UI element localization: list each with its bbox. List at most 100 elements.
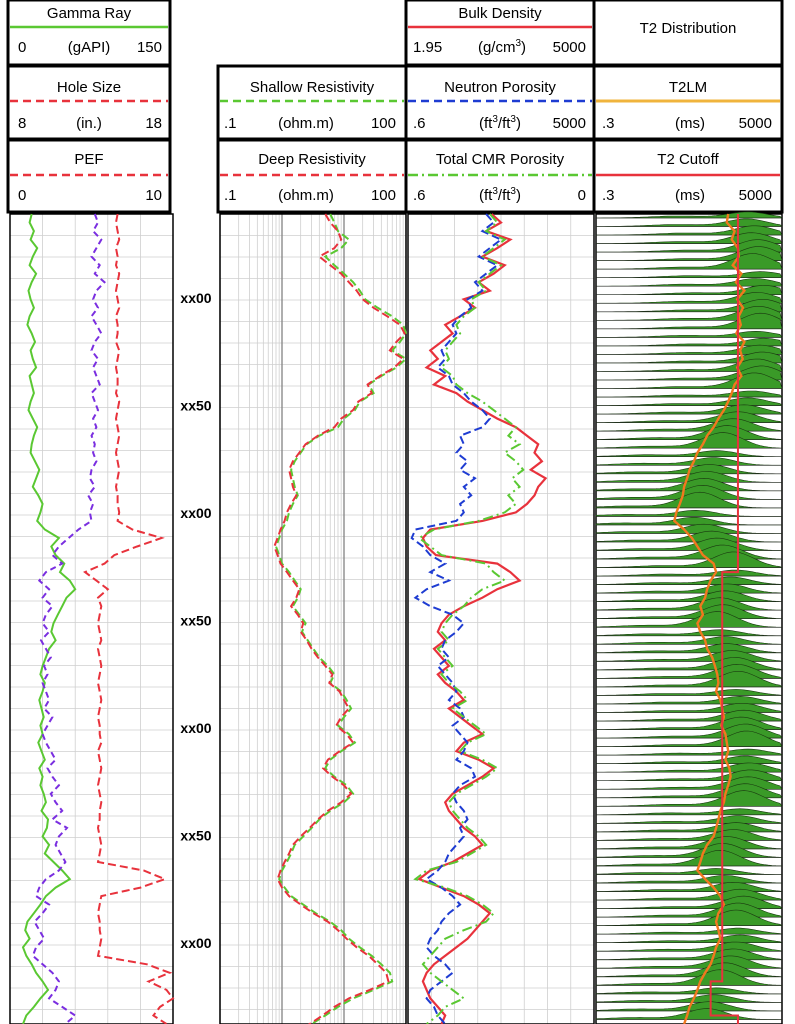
t2-distribution-wiggle (595, 450, 782, 457)
t2-distribution-wiggle (596, 211, 783, 219)
t2-distribution-wiggle (595, 523, 782, 534)
neutron-porosity-min: .6 (413, 115, 426, 132)
neutron-porosity-curve (410, 213, 503, 1024)
t2-cutoff-curve (709, 214, 739, 1024)
t2-distribution-wiggle (595, 994, 782, 1003)
hole-size-max: 18 (145, 115, 162, 132)
header-box-shallow-resistivity (216, 64, 408, 141)
t2-distribution-wiggle (595, 703, 783, 713)
total-cmr-porosity-max: 0 (578, 187, 586, 204)
t2-distribution-wiggle (596, 218, 783, 227)
t2-distribution-wiggle (595, 695, 783, 705)
t2-distribution-wiggle (595, 941, 783, 952)
t2-distribution-wiggle (596, 278, 783, 287)
depth-label: xx00 (180, 720, 211, 736)
t2lm-min: .3 (602, 115, 615, 132)
t2lm-curve (672, 213, 747, 1024)
t2-distribution-wiggle (595, 604, 783, 619)
bulk-density-title: Bulk Density (458, 5, 542, 22)
deep-resistivity-min: .1 (224, 187, 237, 204)
neutron-porosity-max: 5000 (553, 115, 586, 132)
bulk-density-min: 1.95 (413, 39, 442, 56)
pef-title: PEF (74, 151, 103, 168)
hole-size-title: Hole Size (57, 79, 121, 96)
t2-distribution-track (595, 211, 784, 1020)
bulk-density-max: 5000 (553, 39, 586, 56)
t2-distribution-wiggle (595, 689, 783, 696)
t2-distribution-wiggle (595, 755, 783, 764)
t2-distribution-wiggle (595, 962, 783, 978)
deep-resistivity-max: 100 (371, 187, 396, 204)
pef-max: 10 (145, 187, 162, 204)
t2-distribution-wiggle (595, 551, 783, 568)
t2-distribution-wiggle (595, 934, 783, 943)
t2-distribution-wiggle (595, 643, 783, 654)
shallow-resistivity-curve (274, 213, 408, 1024)
t2-distribution-wiggle (595, 843, 783, 858)
t2-distribution-wiggle (595, 790, 783, 807)
bulk-density-curve (416, 213, 548, 1024)
t2-distribution-wiggle (595, 292, 783, 304)
t2-distribution-wiggle (595, 583, 783, 594)
t2-distribution-wiggle (596, 312, 783, 330)
t2-distribution-wiggle (595, 849, 783, 867)
t2-distribution-wiggle (596, 271, 783, 278)
gamma-ray-curve (21, 213, 77, 1024)
shallow-resistivity-min: .1 (224, 115, 237, 132)
depth-label: xx50 (180, 828, 211, 844)
t2-distribution-wiggle (595, 509, 782, 517)
gamma-ray-max: 150 (137, 39, 162, 56)
t2-distribution-wiggle (595, 636, 783, 645)
t2-cutoff-title: T2 Cutoff (657, 151, 719, 168)
t2-distribution-wiggle (596, 337, 783, 347)
shallow-resistivity-title: Shallow Resistivity (250, 79, 375, 96)
depth-label: xx50 (180, 613, 211, 629)
track1-border (9, 213, 174, 1024)
header-box-gamma-ray (6, 0, 172, 67)
t2-distribution-wiggle (595, 397, 783, 406)
t2-distribution-wiggle (596, 762, 783, 773)
t2-distribution-wiggle (595, 875, 783, 884)
t2-cutoff-unit: (ms) (675, 187, 705, 204)
shallow-resistivity-max: 100 (371, 115, 396, 132)
t2-distribution-wiggle (595, 909, 783, 926)
t2-distribution-wiggle (596, 730, 783, 747)
track2-border (219, 213, 407, 1024)
depth-label: xx00 (180, 290, 211, 306)
t2-cutoff-max: 5000 (739, 187, 772, 204)
t2-distribution-wiggle (595, 253, 783, 270)
t2-distribution-wiggle (595, 330, 783, 338)
depth-label: xx50 (180, 398, 211, 414)
t2-distribution-wiggle (595, 517, 782, 526)
t2-distribution-wiggle (595, 569, 783, 577)
gamma-ray-min: 0 (18, 39, 26, 56)
hole-size-min: 8 (18, 115, 26, 132)
t2-distribution-wiggle (595, 491, 782, 509)
t2-distribution-wiggle (595, 471, 782, 483)
t2-distribution-wiggle (595, 927, 783, 935)
depth-track: xx00 xx50 xx00 xx50 xx00 xx50 xx00 (180, 290, 211, 951)
t2-distribution-title: T2 Distribution (640, 20, 737, 37)
t2-distribution-wiggle (596, 358, 783, 372)
t2-distribution-wiggle (595, 432, 783, 449)
t2-distribution-wiggle (595, 881, 783, 892)
depth-label: xx00 (180, 935, 211, 951)
t2-distribution-wiggle (595, 969, 783, 986)
t2-cutoff-min: .3 (602, 187, 615, 204)
t2lm-title: T2LM (669, 79, 707, 96)
shallow-resistivity-unit: (ohm.m) (278, 115, 334, 132)
total-cmr-porosity-min: .6 (413, 187, 426, 204)
header-box-t2-distribution (592, 0, 784, 67)
t2-distribution-wiggle (595, 815, 783, 824)
deep-resistivity-title: Deep Resistivity (258, 151, 366, 168)
t2-distribution-wiggle (595, 404, 783, 415)
t2-distribution-wiggle (595, 987, 782, 995)
track3-border (407, 213, 595, 1024)
t2lm-max: 5000 (739, 115, 772, 132)
header-panel: Gamma Ray 0 (gAPI) 150 Hole Size 8 (in.)… (6, 0, 784, 214)
t2-distribution-wiggle (596, 372, 783, 389)
t2-distribution-wiggle (595, 671, 783, 688)
t2-distribution-wiggle (595, 390, 783, 398)
total-cmr-porosity-title: Total CMR Porosity (436, 151, 565, 168)
